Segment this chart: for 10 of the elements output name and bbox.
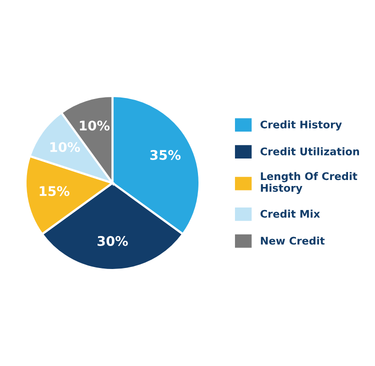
legend-label: Credit History: [260, 120, 342, 131]
data-label: 15%: [40, 186, 70, 196]
legend-label: Credit Utilization: [260, 147, 360, 156]
legend-label: New Credit: [260, 236, 325, 245]
data-label: 10%: [50, 142, 80, 152]
data-label: 35%: [150, 150, 181, 160]
data-label: 30%: [98, 236, 128, 246]
legend-label: Length Of Credit History: [260, 172, 358, 194]
legend-label: Credit Mix: [260, 210, 320, 218]
data-label: 10%: [80, 120, 110, 131]
